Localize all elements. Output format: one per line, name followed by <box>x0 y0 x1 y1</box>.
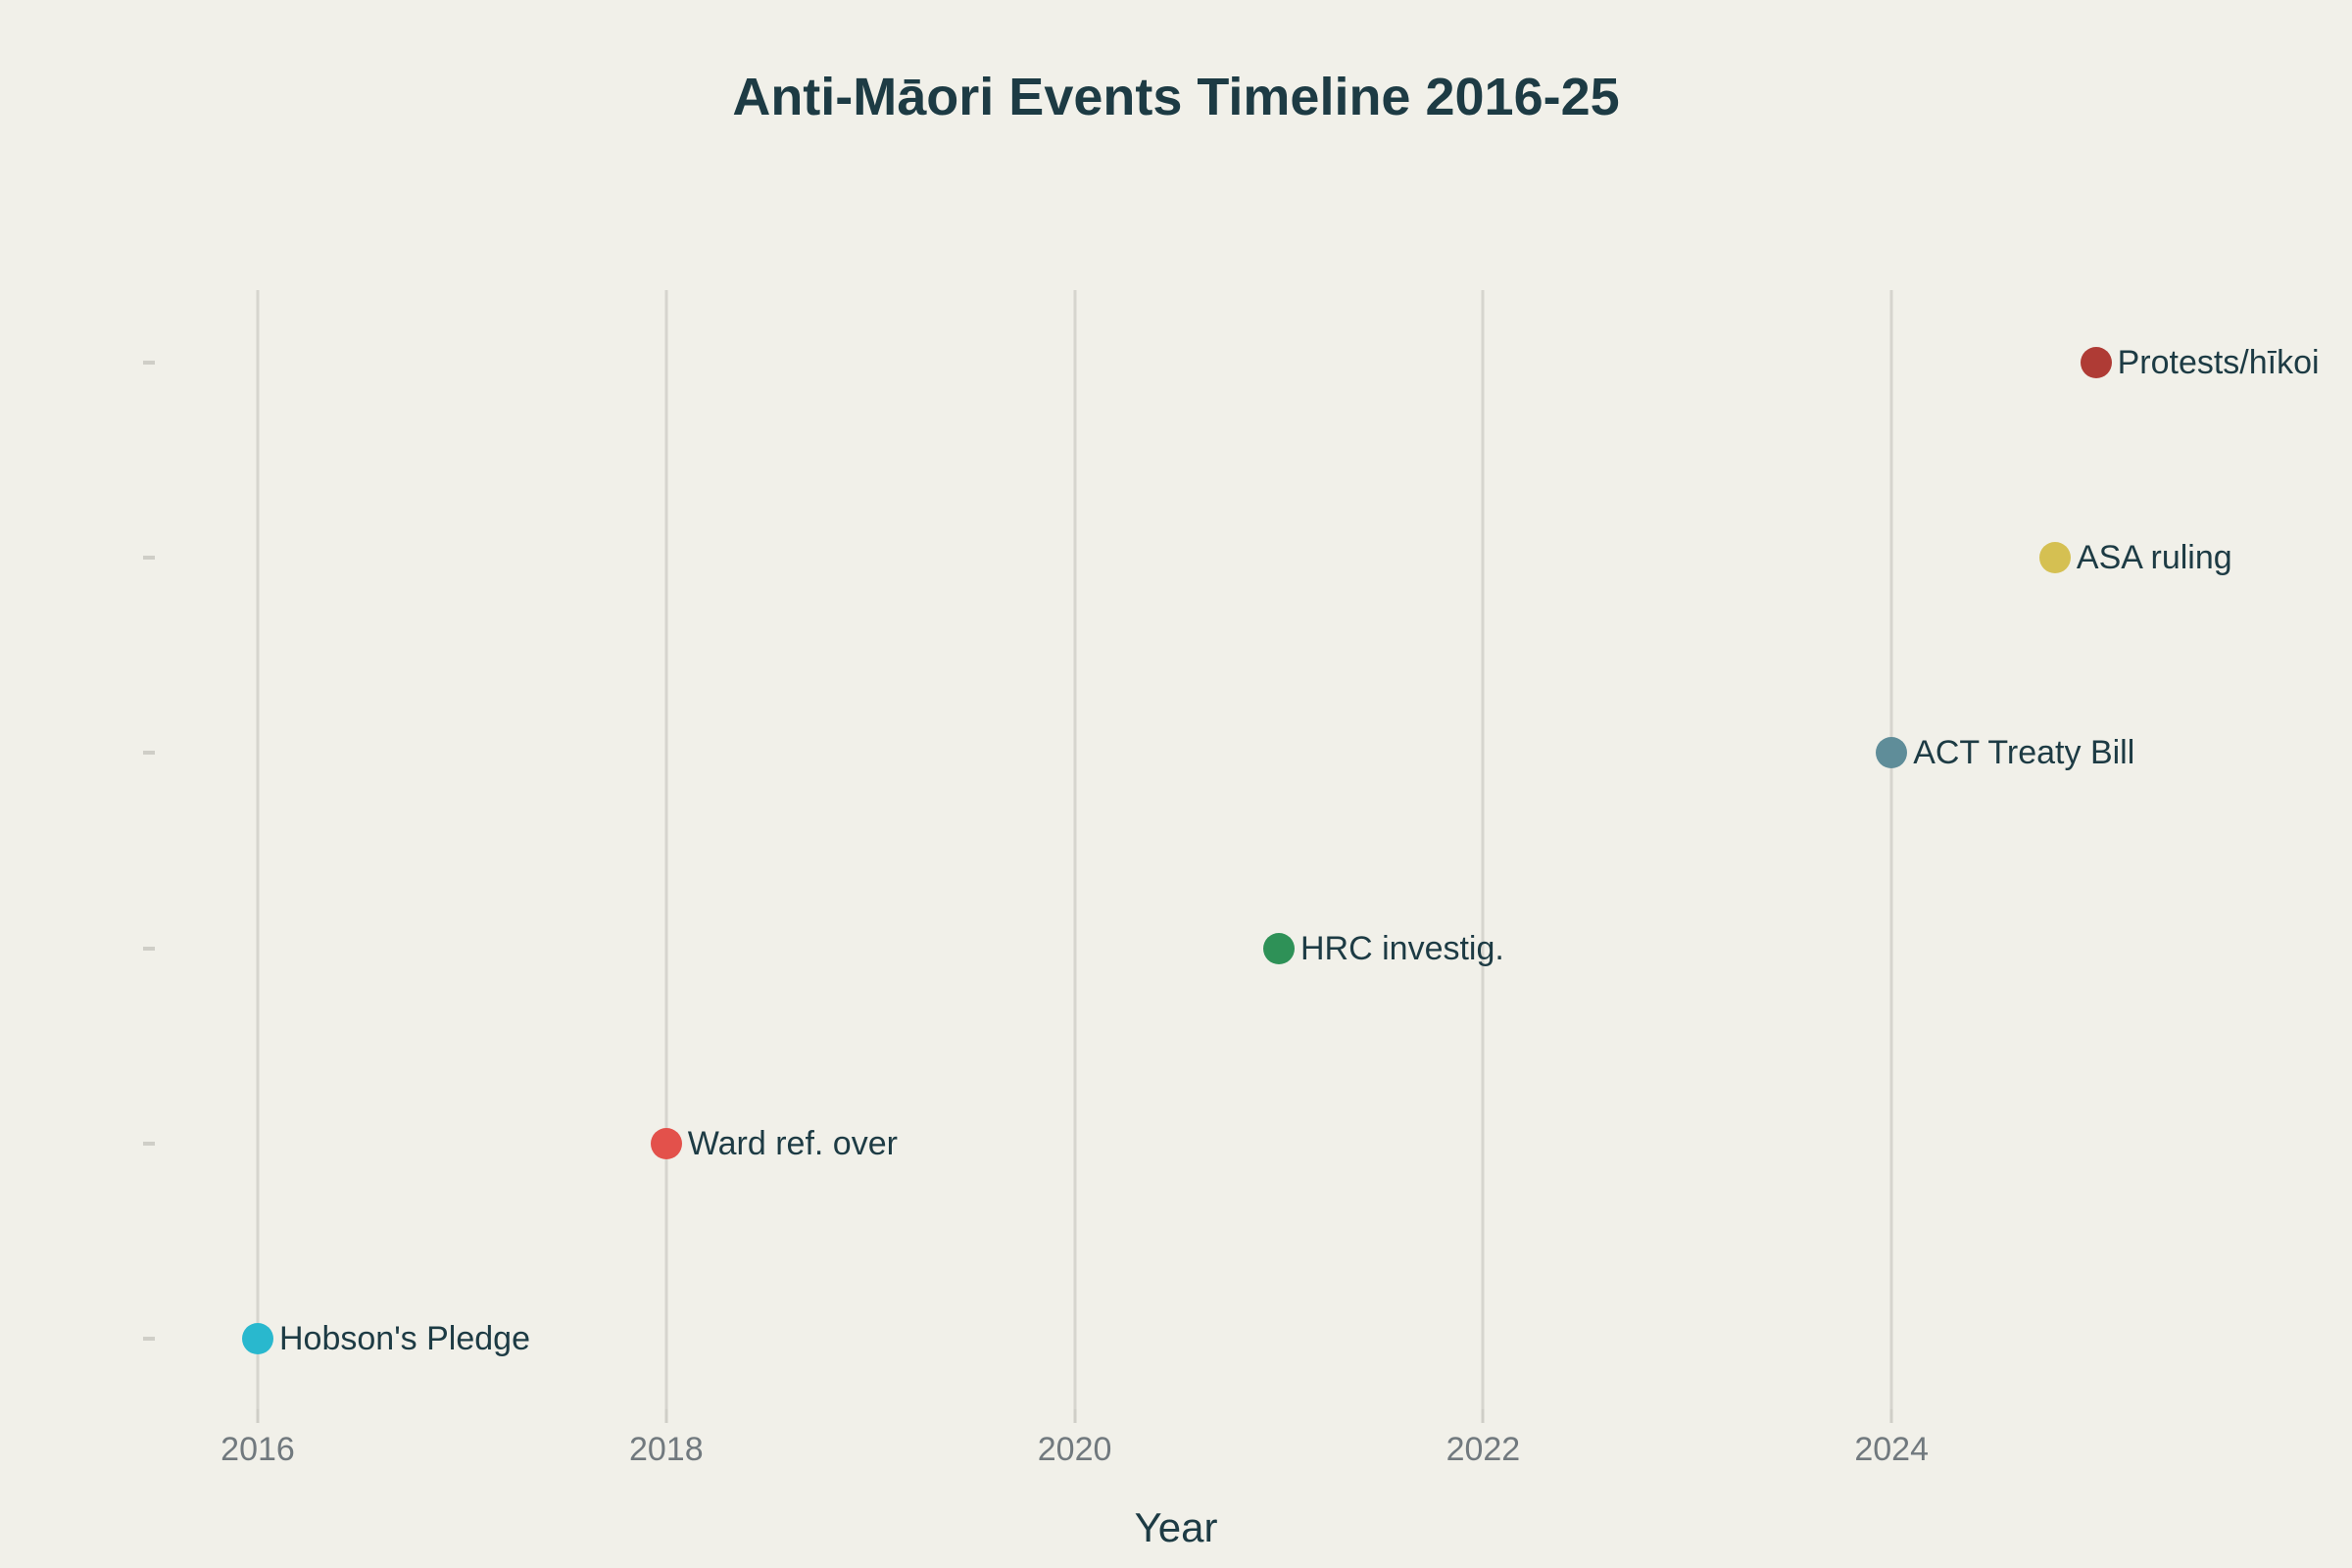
x-tick-label-2018: 2018 <box>628 1431 704 1468</box>
gridline-2020 <box>1073 290 1077 1409</box>
event-dot-act-treaty-bill <box>1876 737 1908 769</box>
x-tick-label-2024: 2024 <box>1854 1431 1930 1468</box>
y-axis-tick-hobson-s-pledge <box>143 1337 155 1341</box>
x-axis-label: Year <box>1134 1504 1218 1550</box>
event-dot-protests-h-koi <box>2080 347 2112 378</box>
gridline-2016 <box>256 290 260 1409</box>
x-axis-tick-2018 <box>664 1409 668 1423</box>
event-label-asa-ruling: ASA ruling <box>2076 539 2232 577</box>
event-dot-ward-ref-over <box>650 1127 682 1159</box>
event-label-hobson-s-pledge: Hobson's Pledge <box>279 1320 530 1357</box>
x-axis-tick-2024 <box>1889 1409 1893 1423</box>
x-axis-tick-2022 <box>1481 1409 1485 1423</box>
y-axis-tick-ward-ref-over <box>143 1141 155 1146</box>
x-tick-label-2020: 2020 <box>1037 1431 1112 1468</box>
x-axis-tick-2016 <box>256 1409 260 1423</box>
gridline-2024 <box>1889 290 1893 1409</box>
event-dot-asa-ruling <box>2038 542 2071 574</box>
x-axis-tick-2020 <box>1073 1409 1077 1423</box>
x-tick-label-2016: 2016 <box>220 1431 295 1468</box>
y-axis-tick-asa-ruling <box>143 556 155 561</box>
gridline-2022 <box>1481 290 1485 1409</box>
y-axis-tick-protests-h-koi <box>143 361 155 365</box>
event-dot-hrc-investig <box>1263 932 1295 964</box>
event-label-act-treaty-bill: ACT Treaty Bill <box>1913 734 2135 772</box>
event-label-ward-ref-over: Ward ref. over <box>687 1124 898 1162</box>
event-dot-hobson-s-pledge <box>242 1323 273 1354</box>
y-axis-tick-act-treaty-bill <box>143 751 155 756</box>
event-label-hrc-investig: HRC investig. <box>1300 929 1504 967</box>
gridline-2018 <box>664 290 668 1409</box>
chart-title: Anti-Māori Events Timeline 2016-25 <box>732 68 1620 126</box>
y-axis-tick-hrc-investig <box>143 946 155 951</box>
x-tick-label-2022: 2022 <box>1446 1431 1521 1468</box>
event-label-protests-h-koi: Protests/hīkoi <box>2117 344 2320 381</box>
